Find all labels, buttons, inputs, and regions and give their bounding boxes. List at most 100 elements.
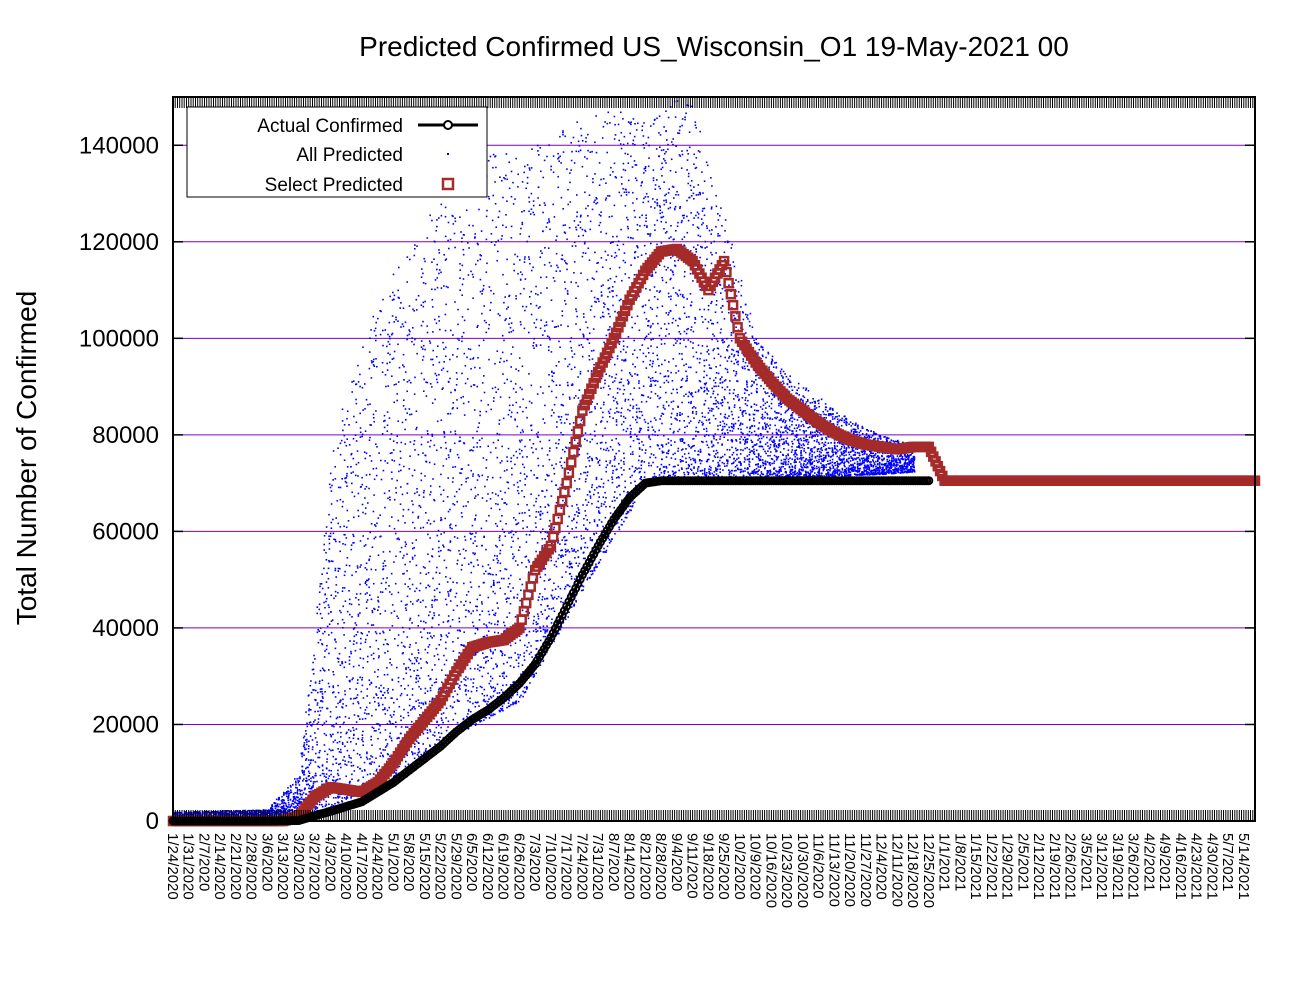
all-predicted-point [480, 686, 482, 688]
all-predicted-point [465, 694, 467, 696]
all-predicted-point [347, 557, 349, 559]
all-predicted-point [421, 637, 423, 639]
all-predicted-point [349, 599, 351, 601]
all-predicted-point [335, 759, 337, 761]
all-predicted-point [490, 302, 492, 304]
all-predicted-point [447, 636, 449, 638]
all-predicted-point [441, 204, 443, 206]
all-predicted-point [365, 718, 367, 720]
all-predicted-point [376, 770, 378, 772]
all-predicted-point [459, 263, 461, 265]
all-predicted-point [418, 748, 420, 750]
all-predicted-point [535, 293, 537, 295]
all-predicted-point [411, 751, 413, 753]
all-predicted-point [505, 214, 507, 216]
all-predicted-point [521, 389, 523, 391]
all-predicted-point [353, 416, 355, 418]
all-predicted-point [502, 352, 504, 354]
all-predicted-point [435, 373, 437, 375]
all-predicted-point [328, 634, 330, 636]
all-predicted-point [342, 797, 344, 799]
all-predicted-point [439, 583, 441, 585]
all-predicted-point [477, 357, 479, 359]
all-predicted-point [411, 663, 413, 665]
all-predicted-point [510, 381, 512, 383]
all-predicted-point [494, 649, 496, 651]
all-predicted-point [322, 696, 324, 698]
all-predicted-point [351, 483, 353, 485]
all-predicted-point [287, 800, 289, 802]
all-predicted-point [347, 750, 349, 752]
all-predicted-point [365, 709, 367, 711]
all-predicted-point [371, 599, 373, 601]
all-predicted-point [535, 640, 537, 642]
all-predicted-point [427, 737, 429, 739]
all-predicted-point [416, 410, 418, 412]
all-predicted-point [373, 658, 375, 660]
all-predicted-point [479, 367, 481, 369]
all-predicted-point [419, 678, 421, 680]
all-predicted-point [457, 324, 459, 326]
all-predicted-point [508, 657, 510, 659]
all-predicted-point [351, 472, 353, 474]
all-predicted-point [348, 755, 350, 757]
all-predicted-point [400, 695, 402, 697]
all-predicted-point [349, 444, 351, 446]
all-predicted-point [500, 358, 502, 360]
all-predicted-point [357, 450, 359, 452]
all-predicted-point [340, 487, 342, 489]
all-predicted-point [333, 450, 335, 452]
all-predicted-point [390, 453, 392, 455]
all-predicted-point [423, 379, 425, 381]
all-predicted-point [479, 415, 481, 417]
all-predicted-point [434, 463, 436, 465]
all-predicted-point [469, 602, 471, 604]
all-predicted-point [405, 408, 407, 410]
all-predicted-point [371, 523, 373, 525]
all-predicted-point [434, 655, 436, 657]
all-predicted-point [495, 503, 497, 505]
all-predicted-point [503, 340, 505, 342]
all-predicted-point [434, 319, 436, 321]
all-predicted-point [383, 578, 385, 580]
all-predicted-point [538, 186, 540, 188]
all-predicted-point [522, 181, 524, 183]
all-predicted-point [349, 681, 351, 683]
all-predicted-point [366, 474, 368, 476]
all-predicted-point [362, 434, 364, 436]
all-predicted-point [530, 645, 532, 647]
all-predicted-point [499, 176, 501, 178]
all-predicted-point [378, 687, 380, 689]
all-predicted-point [367, 623, 369, 625]
all-predicted-point [452, 215, 454, 217]
all-predicted-point [538, 618, 540, 620]
all-predicted-point [520, 695, 522, 697]
all-predicted-point [524, 310, 526, 312]
all-predicted-point [366, 563, 368, 565]
all-predicted-point [324, 775, 326, 777]
all-predicted-point [322, 764, 324, 766]
all-predicted-point [391, 478, 393, 480]
all-predicted-point [375, 443, 377, 445]
all-predicted-point [500, 563, 502, 565]
all-predicted-point [513, 534, 515, 536]
all-predicted-point [351, 774, 353, 776]
all-predicted-point [457, 407, 459, 409]
all-predicted-point [513, 455, 515, 457]
all-predicted-point [384, 707, 386, 709]
all-predicted-point [390, 723, 392, 725]
all-predicted-point [398, 681, 400, 683]
all-predicted-point [447, 240, 449, 242]
all-predicted-point [494, 555, 496, 557]
all-predicted-point [391, 697, 393, 699]
all-predicted-point [511, 546, 513, 548]
all-predicted-point [524, 659, 526, 661]
all-predicted-point [457, 348, 459, 350]
all-predicted-point [326, 645, 328, 647]
all-predicted-point [495, 447, 497, 449]
all-predicted-point [504, 625, 506, 627]
all-predicted-point [330, 716, 332, 718]
all-predicted-point [499, 553, 501, 555]
all-predicted-point [539, 627, 541, 629]
all-predicted-point [340, 612, 342, 614]
